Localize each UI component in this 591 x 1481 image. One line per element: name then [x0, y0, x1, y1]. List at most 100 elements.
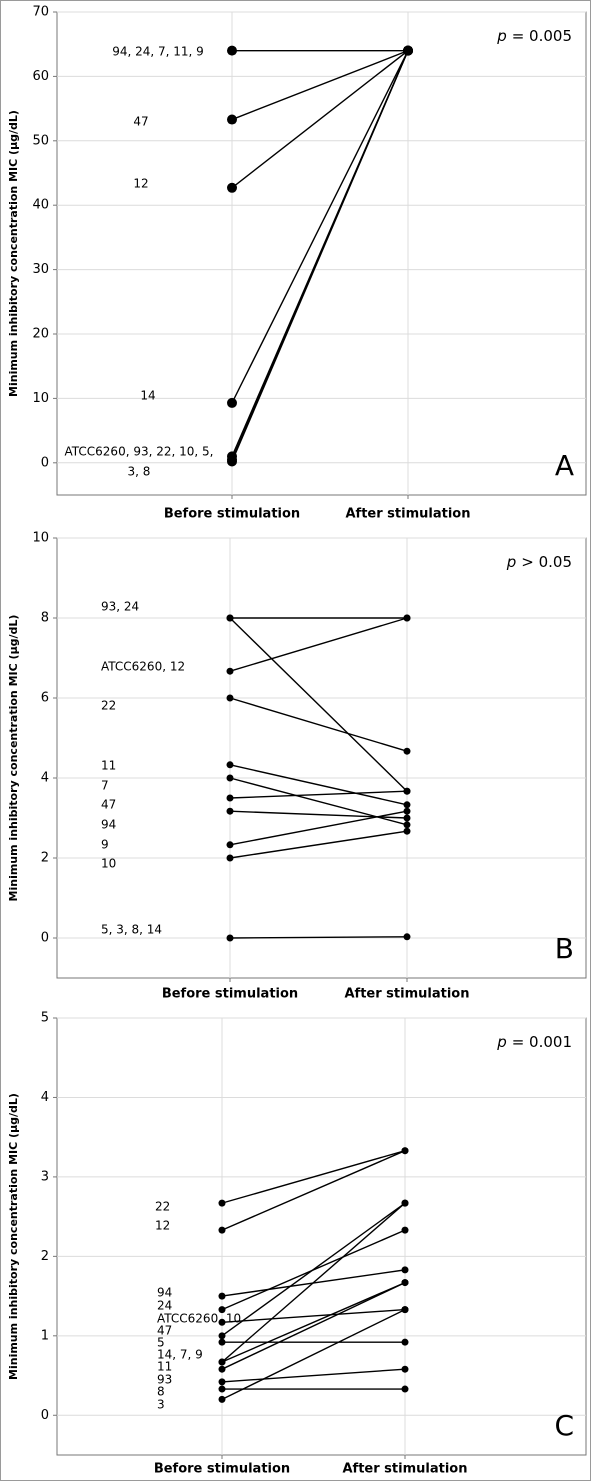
y-tick-label: 60 — [32, 69, 49, 84]
data-point — [226, 794, 234, 802]
data-point — [403, 827, 411, 835]
series-line — [229, 764, 408, 806]
point-annotation: 22 — [155, 1200, 170, 1214]
data-point — [401, 1266, 409, 1274]
plot-frame — [56, 1017, 587, 1456]
series-line — [229, 697, 408, 752]
series-line — [229, 617, 408, 792]
y-tick-label: 1 — [41, 1328, 49, 1343]
point-annotation: 93 — [157, 1373, 172, 1387]
series-line — [229, 617, 408, 672]
y-axis-label: Minimum inhibitory concentration MIC (μg… — [7, 110, 20, 397]
data-point — [401, 1385, 409, 1393]
y-tick-label: 4 — [41, 1090, 49, 1105]
data-point — [227, 45, 237, 56]
data-point — [401, 1226, 409, 1234]
point-annotation: 47 — [133, 115, 148, 129]
data-point — [218, 1199, 226, 1207]
data-point — [226, 934, 234, 942]
series-line — [231, 50, 409, 404]
point-annotation: 3 — [157, 1398, 165, 1412]
data-point — [218, 1338, 226, 1346]
data-point — [218, 1365, 226, 1373]
point-annotation: 24 — [157, 1299, 172, 1313]
panel-label: C — [554, 1409, 574, 1442]
data-point — [403, 787, 411, 795]
point-annotation: 11 — [157, 1360, 172, 1374]
p-value: p = 0.001 — [496, 1033, 572, 1051]
y-tick-label: 20 — [32, 327, 49, 342]
y-tick-label: 70 — [32, 5, 49, 20]
y-tick-label: 30 — [32, 262, 49, 277]
data-point — [403, 814, 411, 822]
point-annotation: 94 — [157, 1286, 172, 1300]
y-tick-label: 0 — [41, 455, 49, 470]
data-point — [403, 807, 411, 815]
p-value: p > 0.05 — [506, 553, 572, 571]
series-line — [229, 830, 408, 859]
y-axis-label: Minimum inhibitory concentration MIC (μg… — [7, 615, 20, 902]
point-annotation: ATCC6260, 93, 22, 10, 5, — [65, 445, 214, 459]
x-tick-label: Before stimulation — [164, 507, 300, 522]
x-tick-label: Before stimulation — [154, 1462, 290, 1477]
y-tick-label: 8 — [41, 611, 49, 626]
y-tick-label: 2 — [41, 1249, 49, 1264]
point-annotation: 9 — [101, 838, 109, 852]
data-point — [226, 761, 234, 769]
plot-frame — [56, 537, 587, 979]
data-point — [226, 774, 234, 782]
point-annotation: 47 — [157, 1324, 172, 1338]
data-point — [401, 1199, 409, 1207]
point-annotation: 94 — [101, 818, 116, 832]
series-line — [221, 1281, 406, 1363]
series-line — [221, 1308, 406, 1324]
data-point — [218, 1292, 226, 1300]
series-line — [231, 49, 409, 121]
data-point — [403, 801, 411, 809]
data-point — [401, 1279, 409, 1287]
data-point — [226, 807, 234, 815]
data-point — [403, 821, 411, 829]
p-symbol: p — [496, 1033, 507, 1051]
point-annotation: 11 — [101, 759, 116, 773]
point-annotation: 14 — [140, 389, 155, 403]
data-point — [226, 614, 234, 622]
panel-label: A — [555, 449, 574, 482]
data-point — [403, 614, 411, 622]
series-line — [229, 810, 408, 846]
y-tick-label: 0 — [41, 1408, 49, 1423]
point-annotation: 5, 3, 8, 14 — [101, 923, 162, 937]
series-line — [221, 1150, 406, 1204]
data-point — [227, 114, 237, 125]
data-point — [401, 1147, 409, 1155]
data-point — [226, 694, 234, 702]
point-annotation: 12 — [155, 1219, 170, 1233]
data-point — [403, 747, 411, 755]
y-tick-label: 6 — [41, 691, 49, 706]
panel-label: B — [555, 932, 574, 965]
x-tick-label: After stimulation — [346, 507, 471, 522]
data-point — [218, 1226, 226, 1234]
data-point — [226, 841, 234, 849]
data-point — [218, 1358, 226, 1366]
data-point — [226, 667, 234, 675]
series-line — [229, 936, 408, 939]
data-point — [403, 45, 413, 56]
y-axis-label: Minimum inhibitory concentration MIC (μg… — [7, 1093, 20, 1380]
data-point — [227, 182, 237, 193]
data-point — [218, 1378, 226, 1386]
data-point — [226, 854, 234, 862]
point-annotation: 3, 8 — [128, 465, 151, 479]
y-tick-label: 3 — [41, 1169, 49, 1184]
y-tick-label: 40 — [32, 198, 49, 213]
y-tick-label: 5 — [41, 1011, 49, 1026]
point-annotation: ATCC6260, 12 — [101, 660, 185, 674]
point-annotation: 93, 24 — [101, 600, 139, 614]
data-point — [401, 1365, 409, 1373]
data-point — [218, 1306, 226, 1314]
series-line — [221, 1150, 406, 1231]
p-symbol: p — [496, 27, 507, 45]
data-point — [218, 1395, 226, 1403]
data-point — [403, 933, 411, 941]
